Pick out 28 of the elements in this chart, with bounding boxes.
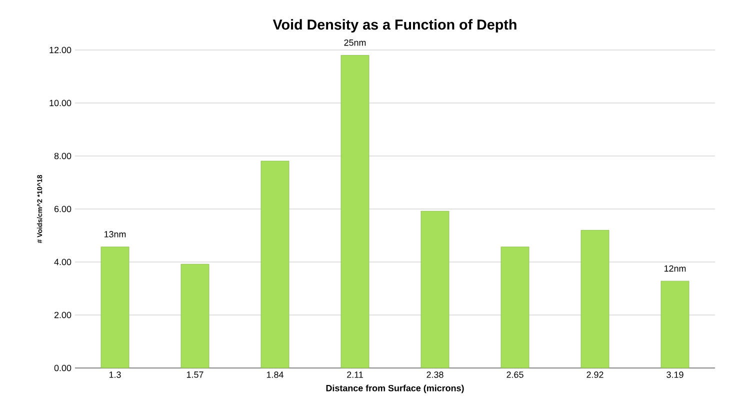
y-tick-label: 4.00 <box>54 258 72 266</box>
annotation: 25nm <box>344 39 366 46</box>
chart-title: Void Density as a Function of Depth <box>272 19 516 33</box>
annotation: 12nm <box>664 265 686 272</box>
y-tick-label: 12.00 <box>50 46 72 54</box>
x-tick-label: 2.38 <box>426 372 444 378</box>
x-tick-label: 2.65 <box>506 372 524 378</box>
y-tick-label: 6.00 <box>54 206 72 212</box>
annotation: 13nm <box>104 231 126 238</box>
bar <box>500 246 530 368</box>
bar <box>180 264 210 368</box>
x-tick-label: 3.19 <box>666 372 684 378</box>
x-tick-label: 2.11 <box>347 372 363 378</box>
y-tick-label: 2.00 <box>54 312 72 318</box>
x-axis-title: Distance from Surface (microns) <box>326 384 464 394</box>
x-tick-label: 2.92 <box>586 372 604 378</box>
x-tick-label: 1.57 <box>186 372 204 378</box>
bar <box>100 246 130 368</box>
x-tick-label: 1.84 <box>266 372 284 378</box>
bar <box>420 210 450 368</box>
y-tick-label: 8.00 <box>54 152 72 160</box>
x-tick-label: 1.3 <box>109 372 121 378</box>
bar <box>660 280 690 368</box>
bar <box>340 55 370 368</box>
y-tick-label: 0.00 <box>54 364 72 372</box>
bar <box>580 230 610 368</box>
y-tick-label: 10.00 <box>50 100 72 106</box>
bar <box>260 160 290 368</box>
